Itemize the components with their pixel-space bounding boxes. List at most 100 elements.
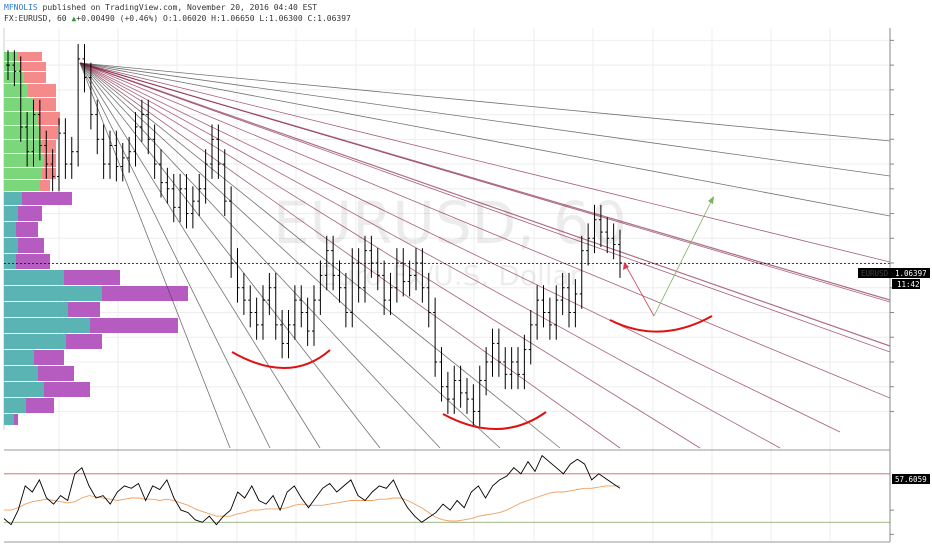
- profile-volume-bar: [66, 334, 102, 349]
- rsi-badge-label: 57.6059: [895, 475, 927, 484]
- gann-fan-line: [79, 62, 891, 142]
- gann-fan-line: [79, 62, 271, 449]
- gann-fan: [79, 62, 891, 449]
- rsi-ma-line: [4, 485, 620, 522]
- gann-fan-line: [79, 62, 321, 449]
- price-badges: EURUSD 1.06397 11:42 57.6059: [858, 268, 930, 484]
- profile-volume-bar: [16, 222, 38, 237]
- publish-text: published on TradingView.com, November 2…: [42, 3, 318, 12]
- change-text: +0.00490 (+0.46%): [76, 14, 159, 23]
- profile-volume-bar: [4, 318, 90, 333]
- arrow-down-head: [623, 262, 629, 270]
- profile-volume-bar: [4, 414, 14, 425]
- profile-volume-bar: [90, 318, 178, 333]
- author-link[interactable]: MFNOLIS: [4, 3, 38, 12]
- up-arrow-icon: ▲: [71, 14, 77, 23]
- profile-down-bar: [38, 112, 60, 125]
- axes: [4, 28, 894, 543]
- rsi-badge: [892, 474, 930, 484]
- profile-volume-bar: [4, 366, 38, 381]
- curve-arc-2: [442, 411, 547, 430]
- gann-fan-line: [79, 62, 891, 347]
- profile-up-bar: [4, 140, 42, 153]
- profile-up-bar: [4, 84, 28, 97]
- profile-down-bar: [28, 84, 56, 97]
- profile-volume-bar: [4, 222, 16, 237]
- arrow-up-head: [708, 196, 714, 204]
- profile-volume-bar: [22, 192, 72, 205]
- profile-volume-bar: [4, 192, 22, 205]
- profile-volume-bar: [4, 270, 64, 285]
- profile-up-bar: [4, 62, 20, 71]
- ohlc-header: FX:EURUSD, 60 ▲+0.00490 (+0.46%) O:1.060…: [4, 14, 351, 23]
- watermark: EURUSD, 60 Euro Fx/U.S. Dollar: [273, 189, 627, 292]
- profile-volume-bar: [4, 350, 34, 365]
- curve-annotations: [231, 315, 713, 430]
- price-bars: [4, 44, 890, 427]
- symbol-badge-label: EURUSD: [861, 269, 889, 278]
- gann-fan-line: [79, 62, 891, 217]
- profile-volume-bar: [4, 238, 18, 253]
- profile-volume-bar: [4, 382, 44, 397]
- gann-fan-line: [79, 62, 841, 433]
- symbol-line: FX:EURUSD, 60: [4, 14, 67, 23]
- profile-volume-bar: [4, 334, 66, 349]
- profile-up-bar: [4, 168, 42, 179]
- profile-down-bar: [18, 52, 42, 61]
- rsi-line: [3, 454, 621, 526]
- profile-up-bar: [4, 98, 34, 111]
- gann-fan-line: [79, 62, 781, 449]
- profile-up-bar: [4, 126, 40, 139]
- gann-fan-line: [79, 62, 381, 449]
- price-badge: [892, 268, 930, 278]
- price-badge-label: 1.06397: [895, 269, 927, 278]
- profile-down-bar: [40, 126, 58, 139]
- profile-volume-bar: [34, 350, 64, 365]
- watermark-symbol: EURUSD, 60: [273, 189, 627, 257]
- profile-down-bar: [42, 168, 56, 179]
- gann-fan-line: [79, 62, 891, 353]
- ohlc-values: O:1.06020 H:1.06650 L:1.06300 C:1.06397: [163, 14, 351, 23]
- gann-fan-line: [79, 62, 701, 449]
- profile-volume-bar: [18, 238, 44, 253]
- countdown-badge: [892, 279, 920, 289]
- gann-fan-line: [79, 62, 231, 449]
- profile-volume-bar: [4, 206, 18, 221]
- curve-arc-3: [609, 315, 713, 333]
- gann-fan-line: [79, 62, 891, 399]
- profile-volume-bar: [14, 414, 18, 425]
- gann-fan-line: [79, 62, 621, 449]
- profile-volume-bar: [4, 302, 68, 317]
- profile-volume-bar: [26, 398, 54, 413]
- profile-down-bar: [40, 180, 50, 191]
- profile-down-bar: [20, 62, 46, 71]
- publish-header: MFNOLIS published on TradingView.com, No…: [4, 3, 317, 12]
- profile-volume-bar: [64, 270, 120, 285]
- rsi-pane: [3, 454, 890, 526]
- profile-volume-bar: [38, 366, 74, 381]
- arrow-annotations: [623, 196, 714, 317]
- gann-fan-line: [79, 62, 891, 263]
- profile-down-bar: [24, 72, 46, 83]
- symbol-badge: [858, 268, 892, 278]
- countdown-label: 11:42: [897, 280, 920, 289]
- gann-fan-line: [79, 62, 891, 177]
- gann-fan-line: [79, 62, 501, 449]
- profile-volume-bar: [68, 302, 100, 317]
- profile-up-bar: [4, 52, 18, 61]
- profile-volume-bar: [16, 254, 50, 269]
- curve-arc-1: [231, 349, 331, 369]
- profile-down-bar: [42, 140, 56, 153]
- arrow-down-line: [625, 265, 655, 317]
- profile-up-bar: [4, 180, 40, 191]
- profile-volume-bar: [4, 286, 102, 301]
- arrow-up-line: [653, 199, 713, 317]
- profile-volume-bar: [4, 254, 16, 269]
- profile-volume-bar: [4, 398, 26, 413]
- profile-volume-bar: [18, 206, 42, 221]
- gann-fan-line: [79, 62, 891, 301]
- profile-down-bar: [34, 98, 56, 111]
- profile-volume-bar: [102, 286, 188, 301]
- profile-up-bar: [4, 154, 44, 167]
